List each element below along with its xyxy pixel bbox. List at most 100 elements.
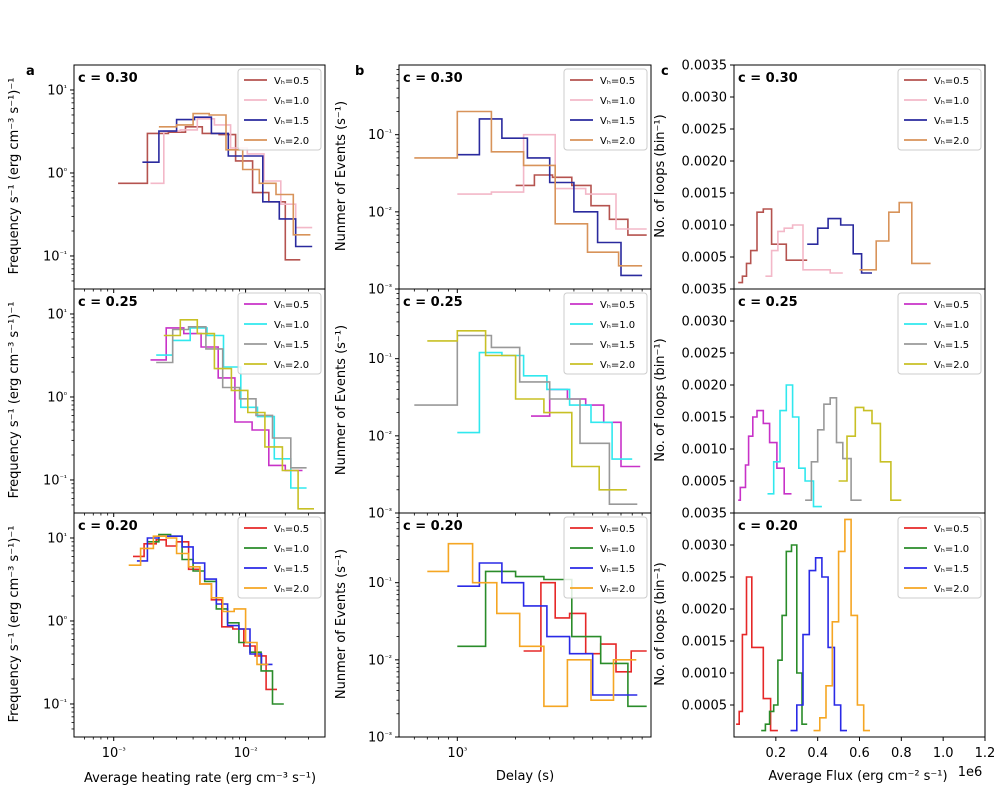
y-tick-label: 0.0015 bbox=[682, 411, 728, 426]
legend-entry-v-0-5: Vₕ=0.5 bbox=[274, 524, 309, 535]
y-tick-label: 0.0005 bbox=[682, 475, 728, 490]
y-tick-label: 0.0025 bbox=[682, 347, 728, 362]
row-label: c = 0.30 bbox=[403, 71, 463, 86]
x-axis-label-heating: Average heating rate (erg cm⁻³ s⁻¹) bbox=[84, 771, 316, 786]
legend-entry-v-0-5: Vₕ=0.5 bbox=[600, 524, 635, 535]
y-tick-label: 10⁻¹ bbox=[368, 128, 392, 144]
y-axis-label-col2-row3: Nunmer of Events (s⁻¹) bbox=[334, 549, 349, 699]
legend-entry-v-1-0: Vₕ=1.0 bbox=[934, 96, 969, 107]
y-tick-label: 10⁰ bbox=[47, 390, 67, 406]
legend-box bbox=[897, 68, 982, 151]
y-tick-label: 0.0035 bbox=[682, 283, 728, 298]
series-line-v-2-0 bbox=[158, 112, 311, 236]
legend-entry-v-1-5: Vₕ=1.5 bbox=[274, 116, 309, 127]
legend: Vₕ=0.5 Vₕ=1.0 Vₕ=1.5 Vₕ=2.0 bbox=[897, 292, 982, 375]
y-tick-label: 10⁻¹ bbox=[43, 473, 67, 489]
series-group bbox=[150, 319, 314, 510]
legend-entry-v-0-5: Vₕ=0.5 bbox=[274, 300, 309, 311]
legend-entry-v-1-0: Vₕ=1.0 bbox=[274, 320, 309, 331]
legend-entry-v-2-0: Vₕ=2.0 bbox=[934, 584, 969, 595]
legend-box bbox=[237, 516, 322, 599]
y-tick-label: 10⁻¹ bbox=[368, 352, 392, 368]
x-offset-label: 1e6 bbox=[958, 765, 983, 780]
y-tick-label: 0.0005 bbox=[682, 251, 728, 266]
legend-entry-v-1-5: Vₕ=1.5 bbox=[934, 340, 969, 351]
series-line-v-1-0 bbox=[457, 570, 647, 708]
x-tick-label: 0.4 bbox=[807, 746, 828, 761]
series-line-v-1-0 bbox=[767, 384, 822, 508]
y-tick-label: 10⁻³ bbox=[368, 730, 392, 746]
y-tick-label: 10⁻¹ bbox=[43, 697, 67, 713]
legend-entry-v-1-0: Vₕ=1.0 bbox=[600, 320, 635, 331]
panel-col2-row2: 10⁻³10⁻²10⁻¹c = 0.25 Vₕ=0.5Vₕ=1.0Vₕ=1.5Vₕ… bbox=[368, 288, 652, 522]
panel-letter-a: a bbox=[26, 64, 35, 79]
y-tick-label: 0.0010 bbox=[682, 219, 728, 234]
series-line-v-2-0 bbox=[128, 535, 269, 666]
legend-entry-v-2-0: Vₕ=2.0 bbox=[600, 136, 635, 147]
legend-entry-v-1-0: Vₕ=1.0 bbox=[274, 96, 309, 107]
y-tick-label: 0.0030 bbox=[682, 315, 728, 330]
legend: Vₕ=0.5 Vₕ=1.0 Vₕ=1.5 Vₕ=2.0 bbox=[237, 516, 322, 599]
x-tick-label: 10⁻³ bbox=[102, 746, 126, 762]
x-tick-label: 0.2 bbox=[765, 746, 786, 761]
y-tick-label: 0.0025 bbox=[682, 571, 728, 586]
y-tick-label: 0.0015 bbox=[682, 635, 728, 650]
legend-entry-v-2-0: Vₕ=2.0 bbox=[274, 136, 309, 147]
series-line-v-2-0 bbox=[427, 330, 627, 491]
panel-col1-row1: 10⁻¹ 10⁰ 10¹ c = 0.30 Vₕ=0.5 Vₕ=1.0 Vₕ=1.5 Vₕ=2… bbox=[43, 64, 326, 293]
panel-col2-row1: 10⁻³10⁻²10⁻¹c = 0.30 Vₕ=0.5Vₕ=1.0Vₕ=1.5Vₕ… bbox=[368, 64, 652, 298]
y-axis-label-col1-row2: Frequency s⁻¹ (erg cm⁻³ s⁻¹)⁻¹ bbox=[7, 302, 22, 499]
y-tick-label: 0.0015 bbox=[682, 187, 728, 202]
panel-letter-c: c bbox=[661, 64, 669, 79]
legend-entry-v-0-5: Vₕ=0.5 bbox=[274, 76, 309, 87]
series-line-v-0-5 bbox=[738, 208, 808, 284]
series-line-v-1-5 bbox=[790, 557, 847, 732]
x-tick-label: 0.8 bbox=[891, 746, 912, 761]
axes-frame bbox=[398, 512, 652, 738]
series-line-v-1-0 bbox=[150, 118, 313, 229]
series-line-v-1-5 bbox=[142, 116, 313, 248]
series-group bbox=[118, 112, 313, 261]
legend-entry-v-2-0: Vₕ=2.0 bbox=[934, 136, 969, 147]
y-tick-label: 0.0010 bbox=[682, 443, 728, 458]
series-group bbox=[128, 533, 284, 705]
panel-col3-row2: 0.0005 0.0010 0.0015 0.0020 0.0025 0.0030 0.00… bbox=[682, 283, 986, 514]
y-tick-label: 0.0035 bbox=[682, 507, 728, 522]
series-line-v-2-0 bbox=[163, 319, 314, 510]
row-label: c = 0.20 bbox=[78, 519, 138, 534]
y-tick-label: 0.0010 bbox=[682, 667, 728, 682]
series-group bbox=[414, 330, 641, 505]
row-label: c = 0.25 bbox=[403, 295, 463, 310]
y-tick-label: 10⁻¹ bbox=[368, 576, 392, 592]
y-tick-label: 10⁻² bbox=[368, 205, 392, 221]
series-line-v-1-0 bbox=[765, 224, 843, 277]
legend-entry-v-0-5: Vₕ=0.5 bbox=[600, 76, 635, 87]
legend-entry-v-2-0: Vₕ=2.0 bbox=[274, 360, 309, 371]
series-line-v-0-5 bbox=[523, 581, 647, 673]
legend-entry-v-1-0: Vₕ=1.0 bbox=[600, 544, 635, 555]
legend: Vₕ=0.5 Vₕ=1.0 Vₕ=1.5 Vₕ=2.0 bbox=[563, 292, 648, 375]
series-group bbox=[736, 518, 870, 732]
x-tick-label: 10³ bbox=[447, 746, 467, 762]
legend-entry-v-2-0: Vₕ=2.0 bbox=[600, 584, 635, 595]
x-axis-label-flux: Average Flux (erg cm⁻² s⁻¹) bbox=[768, 769, 947, 784]
row-label: c = 0.25 bbox=[78, 295, 138, 310]
y-tick-label: 0.0025 bbox=[682, 123, 728, 138]
y-axis-label-col3-row1: No. of loops (bin⁻¹) bbox=[653, 114, 668, 237]
y-tick-label: 0.0005 bbox=[682, 699, 728, 714]
y-tick-label: 10¹ bbox=[47, 531, 67, 547]
y-tick-label: 0.0020 bbox=[682, 155, 728, 170]
figure-labels: a b c Average heating rate (erg cm⁻³ s⁻¹… bbox=[7, 64, 982, 786]
legend: Vₕ=0.5 Vₕ=1.0 Vₕ=1.5 Vₕ=2.0 bbox=[897, 516, 982, 599]
legend-entry-v-1-0: Vₕ=1.0 bbox=[600, 96, 635, 107]
series-line-v-1-5 bbox=[414, 334, 638, 505]
x-axis-label-delay: Delay (s) bbox=[496, 769, 554, 784]
series-line-v-2-0 bbox=[859, 201, 931, 271]
row-label: c = 0.25 bbox=[738, 295, 798, 310]
series-line-v-1-5 bbox=[807, 217, 872, 274]
legend-entry-v-1-5: Vₕ=1.5 bbox=[274, 564, 309, 575]
y-tick-label: 10¹ bbox=[47, 307, 67, 323]
legend-entry-v-1-5: Vₕ=1.5 bbox=[934, 116, 969, 127]
y-tick-label: 10¹ bbox=[47, 83, 67, 99]
